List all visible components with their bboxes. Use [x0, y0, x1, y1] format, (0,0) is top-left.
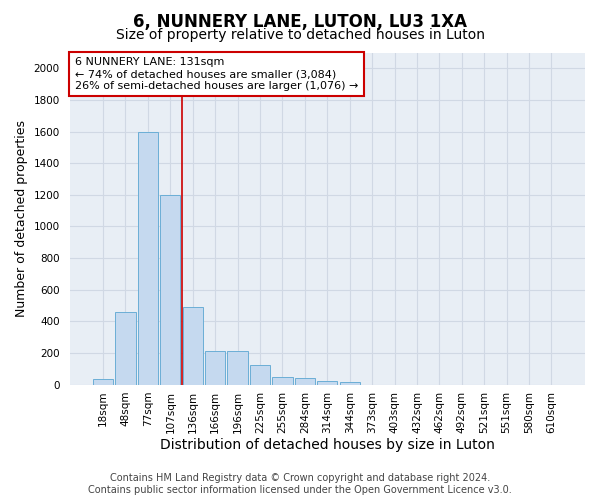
Bar [272, 376, 293, 384]
Bar [115, 312, 136, 384]
Bar [295, 378, 315, 384]
Bar [160, 195, 181, 384]
Y-axis label: Number of detached properties: Number of detached properties [15, 120, 28, 317]
Bar [340, 382, 360, 384]
Bar [182, 307, 203, 384]
Bar [250, 365, 270, 384]
Bar [205, 352, 225, 384]
Text: Contains HM Land Registry data © Crown copyright and database right 2024.
Contai: Contains HM Land Registry data © Crown c… [88, 474, 512, 495]
Bar [138, 132, 158, 384]
Bar [93, 379, 113, 384]
X-axis label: Distribution of detached houses by size in Luton: Distribution of detached houses by size … [160, 438, 495, 452]
Bar [227, 352, 248, 384]
Text: Size of property relative to detached houses in Luton: Size of property relative to detached ho… [115, 28, 485, 42]
Bar [317, 381, 337, 384]
Text: 6, NUNNERY LANE, LUTON, LU3 1XA: 6, NUNNERY LANE, LUTON, LU3 1XA [133, 12, 467, 30]
Text: 6 NUNNERY LANE: 131sqm
← 74% of detached houses are smaller (3,084)
26% of semi-: 6 NUNNERY LANE: 131sqm ← 74% of detached… [74, 58, 358, 90]
